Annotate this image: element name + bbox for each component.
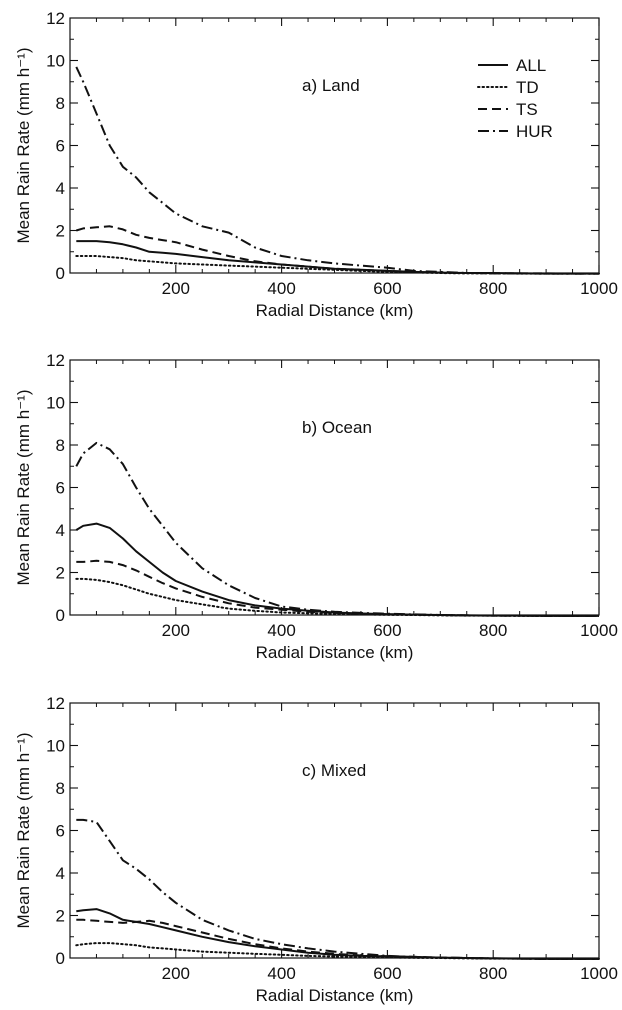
y-tick-label: 8 bbox=[56, 436, 65, 455]
y-tick-label: 2 bbox=[56, 907, 65, 926]
y-tick-label: 0 bbox=[56, 949, 65, 968]
y-axis-label: Mean Rain Rate (mm h⁻¹) bbox=[14, 732, 33, 928]
x-tick-label: 800 bbox=[479, 279, 507, 298]
y-tick-label: 6 bbox=[56, 822, 65, 841]
y-tick-label: 10 bbox=[46, 737, 65, 756]
legend-label-hur: HUR bbox=[516, 122, 553, 141]
chart-panel-2: 200 400 600 800 1000 0 2 4 6 8 10 12 Radial Distance… bbox=[14, 351, 618, 662]
x-tick-label: 600 bbox=[373, 621, 401, 640]
series-line-all bbox=[75, 522, 599, 617]
x-tick-label: 1000 bbox=[580, 964, 618, 983]
series-line-ts bbox=[76, 225, 599, 275]
series-line-hur bbox=[75, 66, 599, 275]
y-tick-label: 4 bbox=[56, 179, 65, 198]
x-tick-label: 400 bbox=[267, 279, 295, 298]
series-line-ts bbox=[76, 918, 599, 960]
y-tick-label: 12 bbox=[46, 351, 65, 370]
y-axis-label: Mean Rain Rate (mm h⁻¹) bbox=[14, 47, 33, 243]
y-tick-label: 6 bbox=[56, 137, 65, 156]
y-tick-label: 8 bbox=[56, 94, 65, 113]
x-tick-label: 1000 bbox=[580, 279, 618, 298]
x-axis-label: Radial Distance (km) bbox=[256, 301, 414, 320]
x-tick-label: 800 bbox=[479, 621, 507, 640]
y-tick-label: 10 bbox=[46, 394, 65, 413]
chart-panel-1: 200 400 600 800 1000 0 2 4 6 8 10 12 Radial Distance… bbox=[14, 9, 618, 320]
x-tick-label: 600 bbox=[373, 279, 401, 298]
y-tick-label: 2 bbox=[56, 564, 65, 583]
x-tick-label: 400 bbox=[267, 964, 295, 983]
chart-panel-3: 200 400 600 800 1000 0 2 4 6 8 10 12 Radial Distance… bbox=[14, 694, 618, 1005]
plot-frame bbox=[69, 702, 600, 959]
y-tick-label: 0 bbox=[56, 606, 65, 625]
y-tick-label: 4 bbox=[56, 521, 65, 540]
y-tick-label: 8 bbox=[56, 779, 65, 798]
y-tick-label: 12 bbox=[46, 9, 65, 28]
series-line-td bbox=[75, 577, 600, 617]
y-tick-label: 6 bbox=[56, 479, 65, 498]
series-line-td bbox=[75, 942, 600, 960]
y-tick-label: 4 bbox=[56, 864, 65, 883]
panel-label: c) Mixed bbox=[302, 761, 366, 780]
x-tick-label: 600 bbox=[373, 964, 401, 983]
panel-label: b) Ocean bbox=[302, 418, 372, 437]
x-tick-label: 200 bbox=[162, 279, 190, 298]
legend-label-all: ALL bbox=[516, 56, 546, 75]
series-line-td bbox=[75, 255, 600, 275]
x-tick-label: 200 bbox=[162, 964, 190, 983]
y-axis-label: Mean Rain Rate (mm h⁻¹) bbox=[14, 389, 33, 585]
y-tick-label: 10 bbox=[46, 52, 65, 71]
series-line-all bbox=[76, 908, 599, 960]
legend: ALL TD TS HUR bbox=[477, 56, 553, 141]
x-axis-label: Radial Distance (km) bbox=[256, 986, 414, 1005]
series-line-hur bbox=[75, 441, 599, 617]
x-tick-label: 1000 bbox=[580, 621, 618, 640]
y-tick-label: 2 bbox=[56, 222, 65, 241]
series-line-hur bbox=[76, 818, 599, 960]
x-tick-label: 400 bbox=[267, 621, 295, 640]
x-axis-label: Radial Distance (km) bbox=[256, 643, 414, 662]
panel-label: a) Land bbox=[302, 76, 360, 95]
x-tick-label: 200 bbox=[162, 621, 190, 640]
series-line-ts bbox=[76, 559, 599, 617]
legend-label-td: TD bbox=[516, 78, 539, 97]
y-tick-label: 0 bbox=[56, 264, 65, 283]
y-tick-label: 12 bbox=[46, 694, 65, 713]
legend-label-ts: TS bbox=[516, 100, 538, 119]
x-tick-label: 800 bbox=[479, 964, 507, 983]
